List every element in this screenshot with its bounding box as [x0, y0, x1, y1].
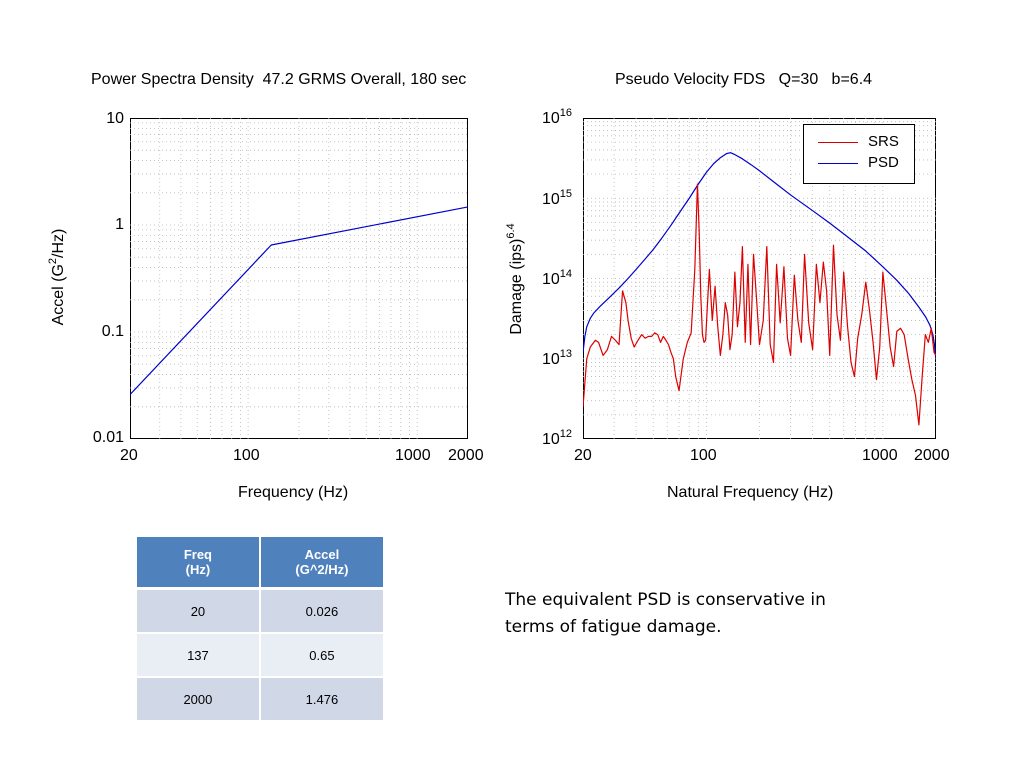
- legend-entry-psd: PSD: [804, 153, 914, 173]
- table-cell: 0.65: [259, 633, 386, 678]
- fds-legend: SRS PSD: [803, 124, 915, 184]
- fds-ytick-label: 1016: [542, 107, 573, 127]
- fds-ytick-label: 1015: [542, 188, 573, 208]
- psd-chart-title: Power Spectra Density 47.2 GRMS Overall,…: [91, 71, 467, 88]
- table-cell: 137: [137, 633, 261, 678]
- column-header-freq: Freq (Hz): [137, 537, 261, 590]
- fds-line-srs: [583, 183, 936, 426]
- table-row: 2000 1.476: [137, 677, 386, 722]
- psd-line-series: [130, 206, 468, 396]
- psd-breakpoint-table: Freq (Hz) Accel (G^2/Hz) 20 0.026 137 0.65…: [137, 537, 386, 722]
- fds-xtick-label: 1000: [862, 447, 898, 464]
- fds-ytick-label: 1014: [542, 268, 573, 288]
- psd-xtick-label: 20: [120, 447, 138, 464]
- psd-grid: [130, 118, 468, 439]
- fds-grid: [583, 118, 936, 439]
- fds-xtick-label: 20: [574, 447, 592, 464]
- fds-ytick-label: 1012: [542, 428, 573, 448]
- table-row: 137 0.65: [137, 633, 386, 678]
- psd-ytick-label: 1: [115, 216, 124, 233]
- psd-x-axis-label: Frequency (Hz): [238, 484, 349, 501]
- psd-ytick-label: 10: [106, 110, 124, 127]
- psd-xtick-label: 1000: [395, 447, 431, 464]
- fds-chart-title: Pseudo Velocity FDS Q=30 b=6.4: [615, 71, 873, 88]
- legend-label-psd: PSD: [868, 154, 899, 171]
- fds-xtick-label: 100: [690, 447, 717, 464]
- psd-ytick-label: 0.01: [92, 429, 124, 446]
- legend-entry-srs: SRS: [804, 132, 914, 152]
- fds-line-psd: [583, 152, 936, 359]
- fds-x-axis-label: Natural Frequency (Hz): [667, 484, 834, 501]
- table-cell: 1.476: [259, 677, 386, 722]
- conclusion-note: The equivalent PSD is conservative in te…: [505, 590, 826, 637]
- psd-xtick-label: 2000: [448, 447, 484, 464]
- psd-xtick-label: 100: [233, 447, 260, 464]
- fds-y-axis-label: Damage (ips)6.4: [505, 223, 525, 335]
- fds-plot: [583, 118, 936, 439]
- psd-plot: [130, 118, 468, 439]
- table-row: 20 0.026: [137, 588, 386, 634]
- fds-ytick-label: 1013: [542, 348, 573, 368]
- fds-xtick-label: 2000: [914, 447, 950, 464]
- legend-swatch-srs: [818, 142, 858, 143]
- psd-ytick-label: 0.1: [101, 323, 124, 340]
- legend-swatch-psd: [818, 163, 858, 164]
- legend-label-srs: SRS: [868, 133, 899, 150]
- column-header-accel: Accel (G^2/Hz): [259, 537, 386, 590]
- psd-y-axis-label: Accel (G2/Hz): [47, 228, 67, 326]
- table-cell: 20: [137, 588, 261, 634]
- table-cell: 0.026: [259, 588, 386, 634]
- table-header-row: Freq (Hz) Accel (G^2/Hz): [137, 537, 386, 590]
- table-cell: 2000: [137, 677, 261, 722]
